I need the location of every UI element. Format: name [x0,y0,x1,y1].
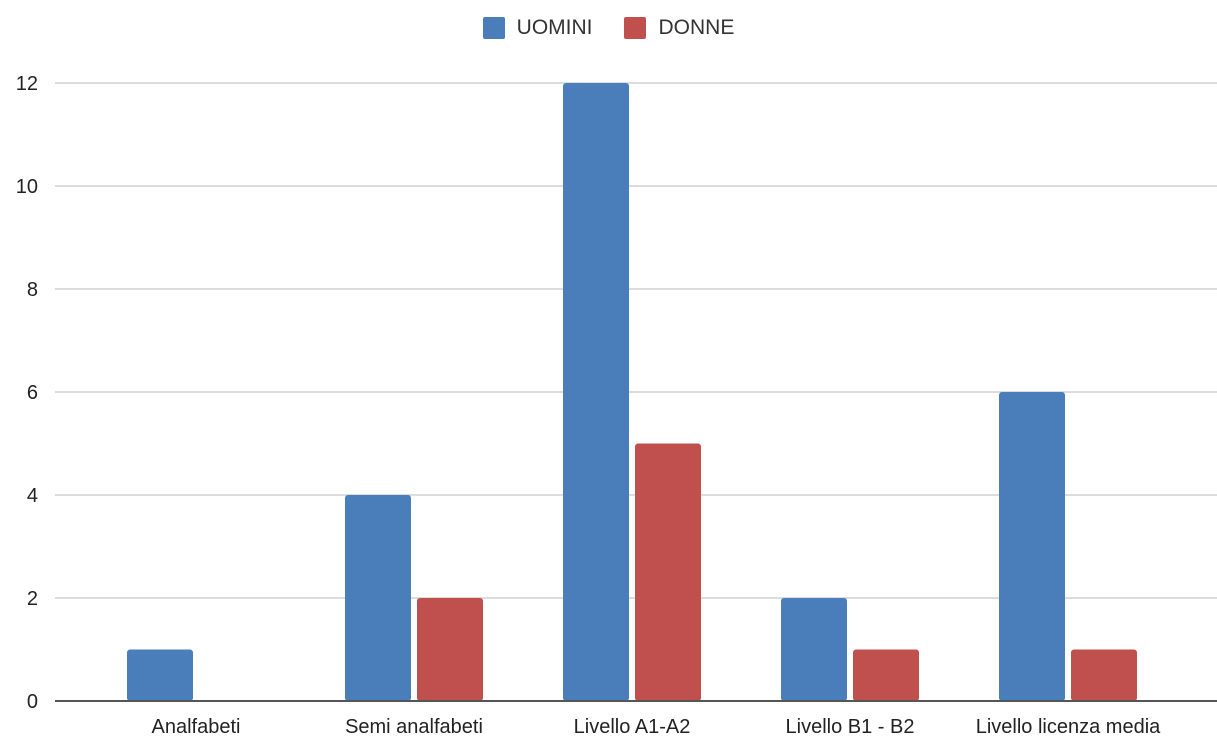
bar-uomini-3 [781,598,847,701]
bar-donne-2 [635,443,701,701]
bar-donne-4 [1071,649,1137,701]
y-tick-label: 6 [27,382,38,404]
bar-donne-3 [853,649,919,701]
legend-swatch-uomini [482,17,505,39]
y-tick-label: 2 [27,588,38,610]
chart-legend: UOMINI DONNE [0,16,1217,40]
x-category-label: Livello licenza media [976,716,1161,738]
x-category-label: Analfabeti [152,716,241,738]
y-tick-label: 0 [27,691,38,713]
bar-uomini-1 [345,495,411,701]
x-category-label: Livello B1 - B2 [786,716,915,738]
bar-donne-1 [417,598,483,701]
y-tick-label: 4 [27,485,38,507]
x-category-label: Livello A1-A2 [574,716,691,738]
bars [127,83,1137,701]
legend-label-donne: DONNE [658,16,735,39]
legend-label-uomini: UOMINI [516,16,593,39]
legend-item-uomini: UOMINI [482,16,593,40]
y-tick-label: 10 [16,176,38,198]
bar-uomini-4 [999,392,1065,701]
bar-uomini-0 [127,649,193,701]
legend-swatch-donne [624,17,647,39]
bar-uomini-2 [563,83,629,701]
axes: 0 2 4 6 8 10 12 Analfabeti Semi analfabeti Livell… [16,73,1217,738]
x-category-label: Semi analfabeti [345,716,483,738]
y-tick-label: 12 [16,73,38,95]
y-tick-label: 8 [27,279,38,301]
legend-item-donne: DONNE [624,16,734,40]
